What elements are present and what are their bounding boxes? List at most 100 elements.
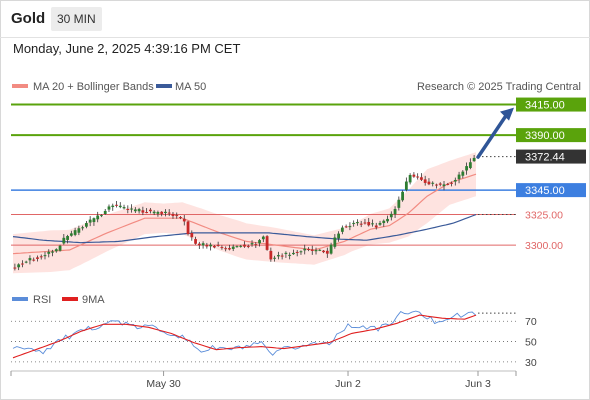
candle-body [393, 209, 397, 215]
candle-body [261, 236, 265, 240]
candle-body [386, 218, 389, 222]
candle-body [148, 209, 152, 212]
candle-body [453, 179, 457, 182]
last-price-tag [516, 149, 586, 164]
candle-body [280, 255, 284, 257]
candle-body [246, 245, 250, 247]
ma20-legend-swatch [12, 84, 28, 88]
candle-body [310, 249, 314, 251]
candle-body [17, 264, 21, 268]
last-price-label: 3372.44 [525, 152, 565, 164]
time-axis-label: May 30 [146, 378, 181, 390]
candle-body [224, 248, 228, 250]
candle-body [152, 211, 156, 214]
candle-body [171, 213, 175, 217]
candle-body [337, 233, 341, 239]
candle-body [420, 177, 423, 180]
candle-body [190, 233, 194, 238]
candle-body [133, 209, 137, 212]
candle-body [69, 233, 73, 236]
candle-body [179, 217, 182, 219]
candle-body [62, 237, 66, 244]
time-axis: May 30 Jun 2 Jun 3 [10, 371, 517, 390]
candle-body [239, 245, 243, 247]
timeframe-badge[interactable]: 30 MIN [51, 7, 102, 31]
candle-body [442, 184, 446, 187]
support-level-label: 3300.00 [525, 240, 563, 252]
candle-body [438, 183, 442, 185]
candle-body [197, 243, 201, 246]
forecast-arrow-head [500, 107, 514, 121]
candle-body [404, 181, 408, 190]
candle-body [371, 223, 374, 225]
candle-body [77, 228, 81, 233]
candle-body [461, 171, 465, 176]
candle-body [92, 218, 96, 223]
candle-body [359, 223, 363, 225]
candle-body [299, 251, 303, 253]
candle-body [212, 245, 216, 248]
candle-body [307, 249, 310, 251]
candle-body [397, 199, 401, 208]
candle-body [228, 248, 231, 250]
rsi-plot: 70 50 30 [11, 310, 537, 369]
candle-body [382, 220, 386, 224]
candle-body [374, 225, 378, 228]
candle-body [43, 255, 47, 257]
candle-body [81, 227, 85, 229]
candle-body [389, 213, 393, 218]
price-plot: 3415.00 3390.00 3345.00 3325.00 3300.00 3372.… [11, 97, 586, 274]
candle-body [28, 258, 32, 261]
candle-body [292, 252, 295, 255]
candle-body [88, 219, 92, 223]
candle-body [457, 174, 461, 180]
candle-body [96, 215, 100, 220]
ma50-legend-swatch [156, 84, 172, 88]
rsi-legend-label: RSI [33, 294, 51, 306]
candle-body [186, 221, 190, 235]
candle-body [141, 210, 145, 213]
candle-body [216, 244, 220, 246]
candle-body [329, 244, 333, 254]
candle-body [416, 176, 420, 178]
candle-body [21, 263, 24, 265]
candle-body [130, 208, 133, 210]
candle-body [145, 212, 149, 214]
candle-body [344, 226, 348, 228]
candle-body [118, 205, 122, 208]
candle-body [100, 215, 103, 217]
candle-body [201, 243, 205, 246]
candle-body [122, 207, 126, 209]
candle-body [446, 183, 450, 185]
candle-body [175, 215, 179, 217]
rsi-legend-swatch [12, 297, 28, 301]
candle-body [107, 206, 111, 210]
candle-body [363, 222, 367, 224]
ma9-legend-swatch [62, 297, 78, 301]
ma50-line [12, 214, 477, 244]
candle-body [273, 257, 277, 259]
candle-body [378, 222, 382, 225]
candle-body [182, 218, 186, 222]
candle-body [322, 250, 325, 253]
candle-body [401, 191, 404, 201]
resistance-level-tag [516, 128, 586, 143]
candle-body [103, 210, 107, 214]
candle-body [269, 250, 273, 260]
rsi-ma9-line [12, 314, 477, 359]
ma50-legend-label: MA 50 [175, 81, 206, 93]
pivot-level-label: 3345.00 [525, 185, 565, 197]
ma20-legend-label: MA 20 + Bollinger Bands [33, 81, 154, 93]
candle-body [431, 182, 435, 184]
candle-body [137, 209, 141, 212]
candle-body [58, 245, 62, 251]
candle-body [352, 222, 356, 224]
candle-body [47, 251, 51, 254]
candle-body [340, 227, 344, 232]
support-level-label: 3325.00 [525, 210, 563, 222]
candle-body [284, 252, 288, 254]
bollinger-band [13, 152, 476, 274]
chart-header: Gold 30 MIN [0, 0, 590, 38]
candle-body [39, 256, 43, 258]
